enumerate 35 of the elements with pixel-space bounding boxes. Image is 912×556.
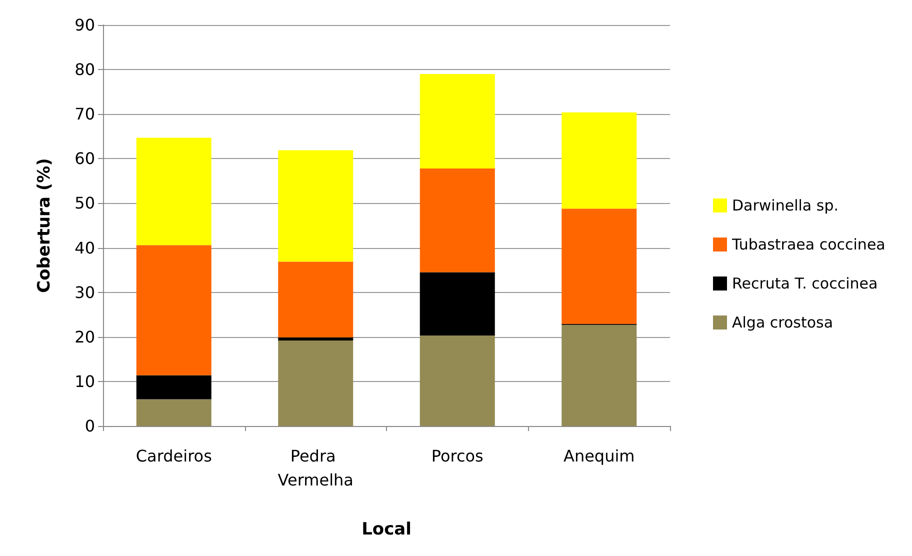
x-tick-label: Anequim (563, 446, 635, 466)
bar (278, 337, 354, 340)
x-tick-label: Porcos (431, 446, 484, 466)
bar (420, 168, 495, 272)
bar (420, 74, 495, 168)
x-tick-label: Cardeiros (136, 446, 212, 466)
bar (420, 272, 495, 336)
y-tick-label: 40 (74, 238, 95, 258)
bar (136, 245, 212, 376)
bar (136, 375, 212, 400)
bar (278, 262, 354, 338)
bar (562, 112, 637, 209)
bar (278, 340, 354, 426)
x-tick-label: Pedra Vermelha (278, 446, 354, 490)
y-tick-label: 20 (74, 327, 95, 346)
y-tick-label: 90 (74, 16, 95, 34)
bar (562, 324, 637, 426)
y-tick-label: 60 (74, 149, 95, 168)
y-tick-label: 80 (74, 60, 95, 80)
bar (136, 399, 212, 426)
y-tick-label: 50 (74, 194, 95, 213)
legend-label: Tubastraea coccinea (731, 236, 886, 254)
y-tick-label: 70 (74, 104, 95, 124)
legend-label: Recruta T. coccinea (732, 274, 878, 292)
y-tick-label: 30 (74, 282, 95, 302)
bar (136, 138, 212, 246)
legend-label: Alga crostosa (732, 314, 834, 332)
y-tick-label: 10 (74, 372, 95, 391)
bar (420, 336, 495, 426)
y-tick-label: 0 (84, 416, 95, 436)
legend-label: Darwinella sp. (732, 196, 838, 214)
bar (562, 208, 637, 324)
bar (278, 150, 354, 262)
y-axis-title: Cobertura (%) (34, 158, 54, 293)
x-axis-title: Local (362, 520, 412, 540)
